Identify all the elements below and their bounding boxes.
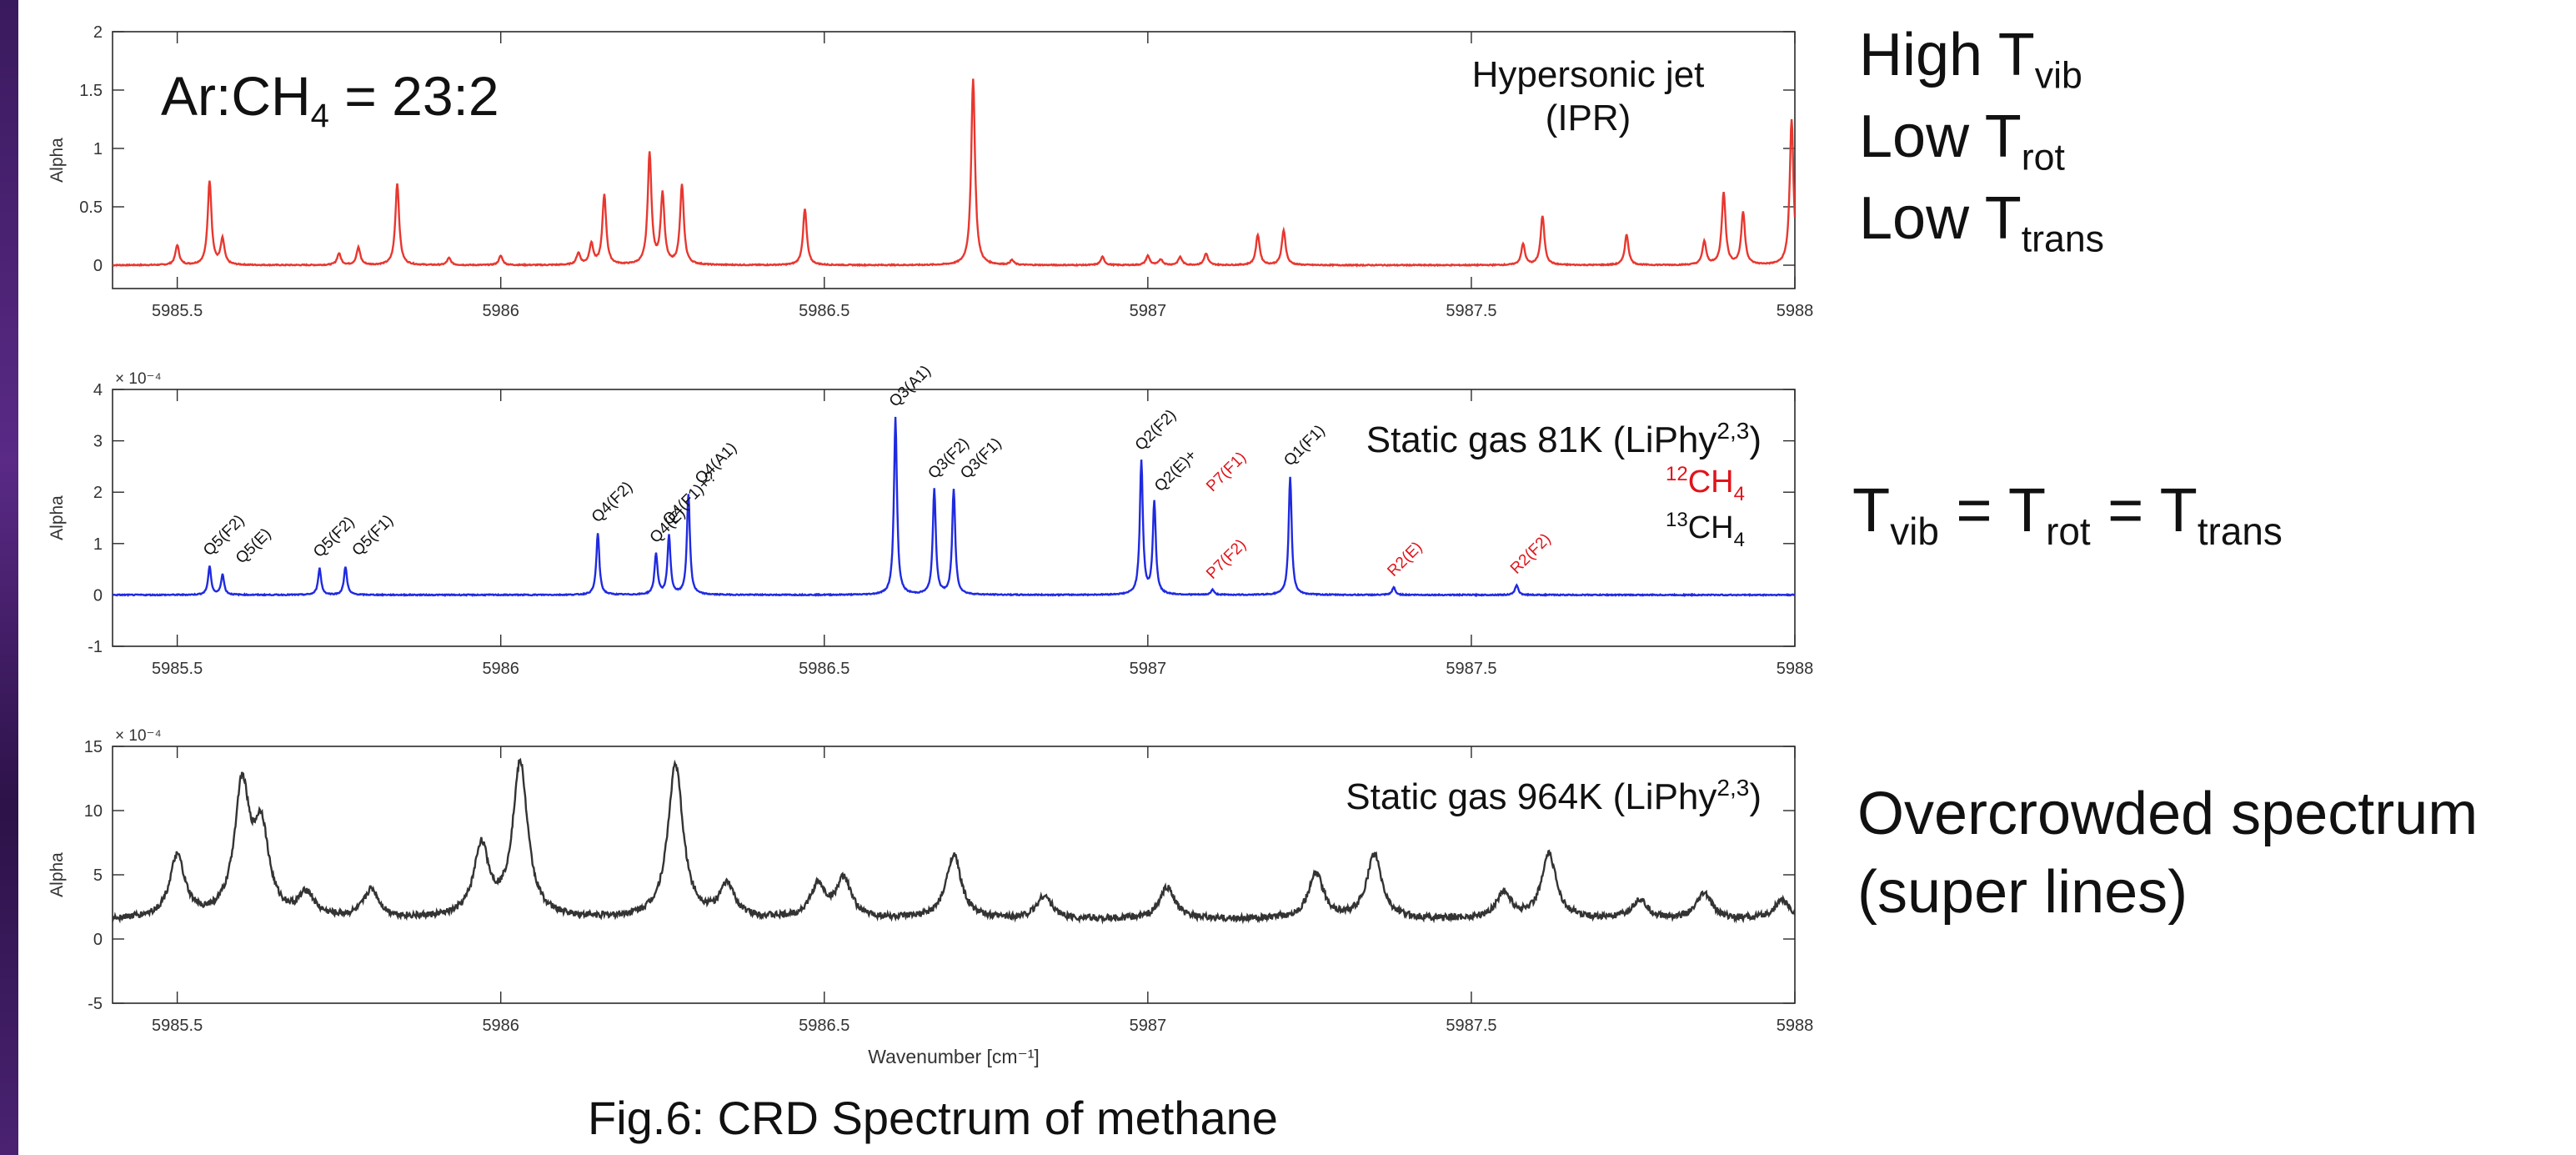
- x-axis-label: Wavenumber [cm⁻¹]: [868, 1046, 1040, 1067]
- annotation-text: Ar:CH: [161, 65, 311, 127]
- overcrowded-note: Overcrowded spectrum (super lines): [1857, 784, 2478, 922]
- y-tick-label: 15: [84, 738, 103, 756]
- y-tick-label: 2: [93, 484, 103, 502]
- x-tick-label: 5987: [1130, 1017, 1167, 1035]
- panel-title-text: ): [1749, 419, 1762, 460]
- y-tick-label: 0.5: [79, 198, 103, 217]
- legend-sub: 4: [1734, 529, 1745, 551]
- plot-frame: [112, 746, 1796, 1004]
- y-axis-label: Alpha: [48, 138, 67, 183]
- x-tick-label: 5985.5: [152, 660, 203, 678]
- chart-panel-3: -5 0 5 10 15 5985.5 5986 5986.5 5987 5987.5 5988 Al…: [48, 727, 1813, 1067]
- x-tick-label: 5985.5: [152, 1017, 203, 1035]
- panel-title-sup: 2,3: [1716, 418, 1749, 444]
- y-axis-label: Alpha: [48, 495, 67, 540]
- y-tick-label: 1: [93, 140, 103, 158]
- legend-entry: 13CH4: [1666, 509, 1745, 551]
- panel-title-line: (IPR): [1546, 98, 1631, 138]
- legend-sup: 13: [1666, 509, 1688, 531]
- x-tick-label: 5986.5: [799, 302, 849, 320]
- x-tick-label: 5987: [1130, 660, 1167, 678]
- y-tick-label: 4: [93, 381, 103, 399]
- y-tick-label: 10: [84, 802, 103, 821]
- condition-text: Low T: [1859, 185, 2022, 253]
- legend-text: CH: [1688, 465, 1734, 500]
- y-tick-label: 1: [93, 535, 103, 554]
- x-tick-label: 5988: [1777, 302, 1814, 320]
- x-tick-label: 5986.5: [799, 660, 849, 678]
- y-tick-label: -1: [88, 638, 103, 656]
- y-tick-label: 3: [93, 433, 103, 451]
- condition-trans: Low Ttrans: [1859, 188, 2104, 259]
- panel-title-line: Hypersonic jet: [1472, 54, 1705, 95]
- condition-vib: High Tvib: [1859, 25, 2104, 95]
- legend-entry: 12CH4: [1666, 463, 1745, 505]
- x-tick-label: 5988: [1777, 1017, 1814, 1035]
- condition-text: High T: [1859, 22, 2035, 88]
- axis-multiplier: × 10⁻⁴: [115, 370, 162, 388]
- axis-multiplier: × 10⁻⁴: [115, 727, 162, 745]
- condition-sub: vib: [2034, 55, 2082, 97]
- condition-rot: Low Trot: [1859, 107, 2104, 177]
- figure-caption: Fig.6: CRD Spectrum of methane: [588, 1092, 1278, 1144]
- x-tick-label: 5985.5: [152, 302, 203, 320]
- eq-sub: rot: [2046, 509, 2091, 553]
- x-tick-label: 5986: [482, 1017, 519, 1035]
- annotation-text: = 23:2: [329, 65, 499, 127]
- x-tick-label: 5987: [1130, 302, 1167, 320]
- y-tick-label: 0: [93, 586, 103, 605]
- panel-title-text: Static gas 81K (LiPhy: [1366, 419, 1717, 460]
- overcrowded-line: (super lines): [1857, 859, 2188, 926]
- x-tick-label: 5987.5: [1446, 660, 1496, 678]
- spectrum-line: [113, 78, 1795, 268]
- condition-text: Low T: [1859, 103, 2022, 171]
- x-tick-label: 5987.5: [1446, 1017, 1496, 1035]
- legend-text: CH: [1688, 510, 1734, 545]
- y-tick-label: 5: [93, 866, 103, 885]
- x-tick-label: 5986.5: [799, 1017, 849, 1035]
- mixture-annotation: Ar:CH4 = 23:2: [161, 65, 499, 134]
- jet-conditions: High Tvib Low Trot Low Ttrans: [1859, 25, 2104, 259]
- decorative-band: [0, 0, 18, 1155]
- panel-title-text: Static gas 964K (LiPhy: [1346, 776, 1716, 817]
- panel-title-sup: 2,3: [1716, 775, 1749, 801]
- chart-panel-1: 0 0.5 1 1.5 2 5985.5 5986 5986.5 5987 5987.5 5988 A…: [48, 23, 1813, 320]
- x-tick-label: 5986: [482, 660, 519, 678]
- y-tick-label: 2: [93, 23, 103, 42]
- eq-sub: vib: [1890, 509, 1939, 553]
- eq-t: = T: [2090, 475, 2198, 545]
- y-tick-label: 0: [93, 257, 103, 275]
- eq-t: = T: [1938, 475, 2047, 545]
- y-tick-label: -5: [88, 995, 103, 1013]
- panel-title-text: ): [1749, 776, 1762, 817]
- eq-sub: trans: [2197, 509, 2283, 553]
- legend-sup: 12: [1666, 463, 1688, 485]
- spectrum-line: [113, 757, 1795, 925]
- panel-title: Static gas 81K (LiPhy2,3): [1366, 418, 1762, 460]
- y-tick-label: 1.5: [79, 82, 103, 100]
- panel-title: Static gas 964K (LiPhy2,3): [1346, 775, 1762, 817]
- spectrum-line: [113, 416, 1795, 598]
- equilibrium-statement: Tvib = Trot = Ttrans: [1852, 480, 2283, 551]
- condition-sub: trans: [2021, 218, 2104, 260]
- legend-sub: 4: [1734, 483, 1745, 505]
- x-tick-label: 5988: [1777, 660, 1814, 678]
- y-tick-label: 0: [93, 931, 103, 949]
- plot-frame: [112, 389, 1796, 647]
- annotation-sub: 4: [311, 98, 329, 134]
- eq-t: T: [1852, 475, 1891, 545]
- condition-sub: rot: [2021, 137, 2065, 178]
- x-tick-label: 5987.5: [1446, 302, 1496, 320]
- overcrowded-line: Overcrowded spectrum: [1857, 781, 2478, 847]
- x-tick-label: 5986: [482, 302, 519, 320]
- y-axis-label: Alpha: [48, 852, 67, 897]
